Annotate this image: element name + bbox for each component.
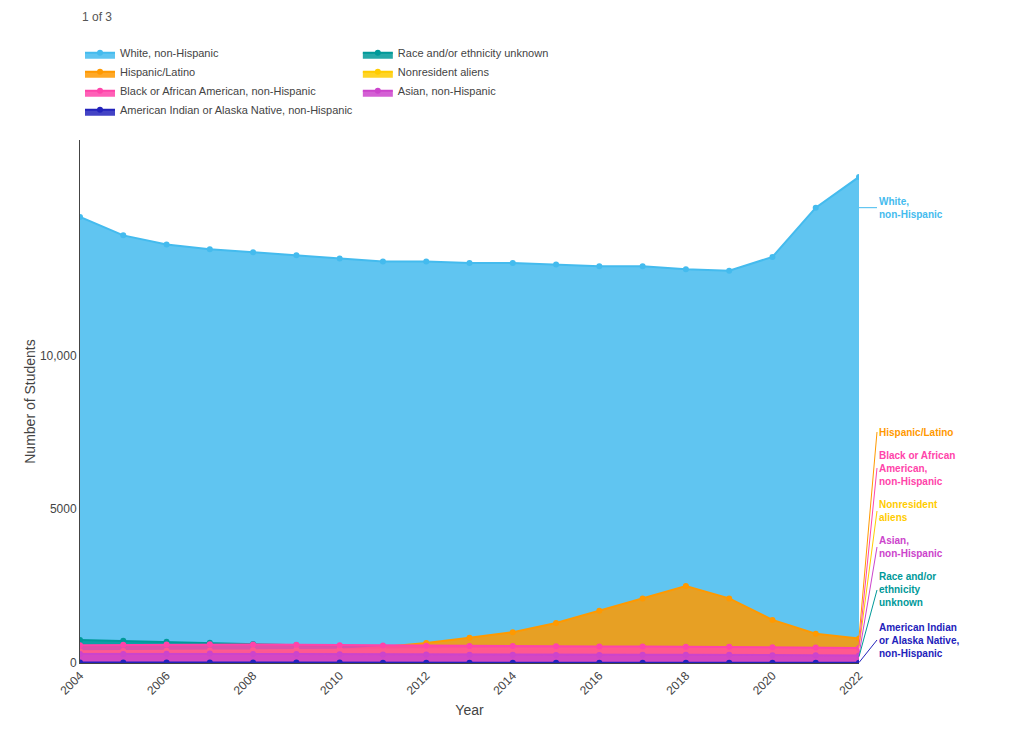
svg-text:2008: 2008: [231, 669, 260, 698]
svg-text:2016: 2016: [577, 669, 606, 698]
svg-text:0: 0: [70, 656, 77, 670]
svg-text:Hispanic/Latino: Hispanic/Latino: [120, 66, 195, 78]
svg-text:Nonresident aliens: Nonresident aliens: [398, 66, 490, 78]
svg-text:Black or African American, non: Black or African American, non-Hispanic: [120, 85, 316, 97]
svg-text:American Indianor Alaska Nativ: American Indianor Alaska Native,non-Hisp…: [879, 622, 959, 659]
svg-text:White,non-Hispanic: White,non-Hispanic: [879, 196, 943, 220]
svg-text:Race and/or ethnicity unknown: Race and/or ethnicity unknown: [398, 47, 548, 59]
svg-text:Asian, non-Hispanic: Asian, non-Hispanic: [398, 85, 496, 97]
svg-text:2022: 2022: [837, 669, 866, 698]
svg-text:Number of Students: Number of Students: [22, 339, 38, 464]
svg-text:Race and/orethnicityunknown: Race and/orethnicityunknown: [879, 571, 936, 608]
svg-text:Hispanic/Latino: Hispanic/Latino: [879, 427, 953, 438]
svg-text:2018: 2018: [663, 669, 692, 698]
svg-text:2020: 2020: [750, 669, 779, 698]
svg-text:1 of 3: 1 of 3: [82, 10, 112, 24]
svg-text:2014: 2014: [490, 669, 519, 698]
svg-text:2006: 2006: [144, 669, 173, 698]
svg-text:2012: 2012: [404, 669, 433, 698]
svg-text:White, non-Hispanic: White, non-Hispanic: [120, 47, 219, 59]
svg-text:Nonresidentaliens: Nonresidentaliens: [879, 499, 938, 523]
svg-text:2004: 2004: [58, 669, 87, 698]
svg-text:10,000: 10,000: [40, 349, 77, 363]
svg-text:Asian,non-Hispanic: Asian,non-Hispanic: [879, 535, 943, 559]
svg-text:Year: Year: [455, 702, 484, 718]
svg-text:American Indian or Alaska Nati: American Indian or Alaska Native, non-Hi…: [120, 104, 353, 116]
svg-text:5000: 5000: [50, 502, 77, 516]
svg-text:2010: 2010: [317, 669, 346, 698]
svg-text:Black or AfricanAmerican,non-H: Black or AfricanAmerican,non-Hispanic: [879, 450, 955, 487]
